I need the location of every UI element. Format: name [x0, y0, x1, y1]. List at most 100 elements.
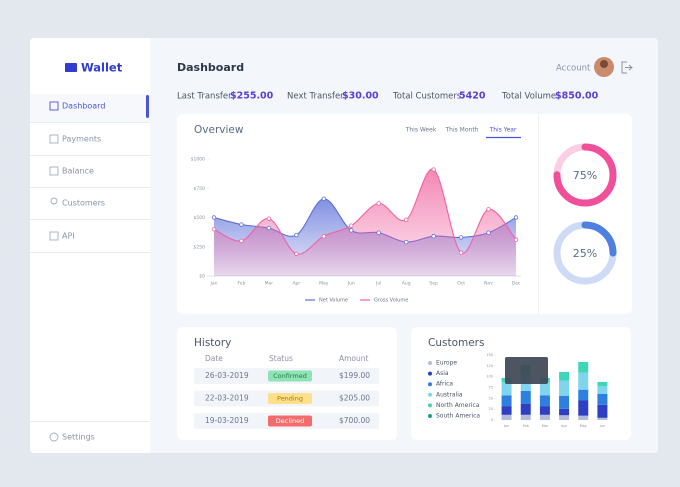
x-tick-label: Mar — [542, 424, 549, 428]
legend-dot — [428, 414, 432, 418]
bar-segment — [539, 414, 550, 420]
x-tick-label: Jun — [599, 424, 605, 428]
x-tick-label: Apr — [292, 281, 300, 287]
nav-item[interactable]: API — [62, 232, 75, 241]
legend-dot — [428, 403, 432, 408]
x-tick-label: Jan — [210, 281, 218, 287]
column-header: Status — [269, 354, 293, 363]
data-point — [376, 230, 381, 235]
stat-value: 5420 — [459, 91, 486, 102]
x-tick-label: May — [319, 281, 329, 287]
data-point — [403, 239, 409, 245]
x-tick-label: Jun — [347, 281, 355, 287]
x-tick-label: Apr — [561, 424, 568, 428]
y-tick-label: 50 — [489, 396, 493, 400]
period-tab[interactable]: This Month — [445, 127, 479, 134]
stat-value: $850.00 — [555, 91, 599, 102]
nav-item[interactable]: Settings — [62, 433, 95, 442]
x-tick-label: Jul — [375, 281, 381, 287]
x-tick-label: Feb — [237, 281, 245, 287]
bar-segment — [597, 386, 608, 394]
page-title: Dashboard — [177, 61, 244, 74]
stat-value: $255.00 — [230, 91, 274, 102]
nav-item[interactable]: Customers — [62, 199, 105, 208]
period-tab[interactable]: This Week — [405, 127, 437, 134]
cell-status: Declined — [276, 417, 304, 425]
donut-label: 75% — [573, 169, 597, 182]
nav-item[interactable]: Balance — [62, 167, 94, 176]
stat-label: Next Transfer — [287, 92, 344, 102]
bar-segment — [597, 404, 608, 418]
bar-segment — [559, 408, 570, 416]
period-tab[interactable]: This Year — [489, 127, 517, 134]
data-point — [349, 228, 354, 233]
card-title: Overview — [194, 124, 244, 136]
data-point — [431, 234, 436, 239]
bar-segment — [520, 403, 531, 415]
data-point — [403, 217, 409, 223]
bar-segment — [539, 395, 550, 407]
bar-segment — [520, 414, 531, 420]
cell-status: Pending — [277, 395, 303, 403]
cell-amount: $700.00 — [339, 416, 370, 425]
bar-segment — [520, 390, 531, 404]
legend-dot — [428, 371, 432, 376]
data-point — [321, 196, 327, 201]
bar-segment — [501, 406, 512, 415]
nav-separators — [30, 122, 150, 422]
y-tick-label: 25 — [489, 407, 493, 411]
bar-segment — [559, 415, 570, 420]
bar-segment — [578, 415, 589, 420]
data-point — [239, 222, 244, 227]
x-tick-label: Feb — [523, 424, 530, 428]
y-tick-label: $750 — [194, 186, 206, 192]
cell-status: Confirmed — [273, 372, 307, 380]
data-point — [513, 215, 519, 220]
legend-label: Europe — [436, 360, 457, 367]
legend-dot — [428, 361, 432, 365]
y-tick-label: 150 — [486, 353, 493, 357]
data-point — [211, 226, 217, 232]
y-tick-label: $0 — [199, 274, 205, 280]
x-tick-label: Nov — [484, 281, 493, 287]
x-tick-label: Aug — [402, 281, 411, 287]
x-tick-label: Oct — [457, 281, 465, 287]
bar-segment — [578, 400, 589, 416]
bar-segment — [597, 381, 608, 387]
data-point — [349, 223, 354, 228]
active-indicator — [146, 95, 149, 118]
series-area — [214, 169, 516, 276]
status-badge — [268, 393, 312, 404]
data-point — [266, 216, 272, 221]
cell-amount: $199.00 — [339, 371, 370, 380]
nav-item[interactable]: Payments — [62, 135, 101, 144]
legend-dot — [428, 382, 432, 387]
nav-item[interactable]: Dashboard — [62, 102, 105, 111]
card-title: History — [194, 337, 231, 349]
cell-amount: $205.00 — [339, 394, 370, 403]
data-point — [239, 238, 244, 244]
cell-date: 19-03-2019 — [205, 416, 249, 425]
data-point — [294, 232, 299, 238]
card-title: Customers — [428, 337, 484, 349]
data-point — [458, 250, 464, 255]
logout-icon[interactable] — [621, 61, 633, 74]
bar-segment — [559, 395, 570, 409]
bar-segment — [501, 382, 512, 396]
cell-date: 26-03-2019 — [205, 371, 249, 380]
data-point — [376, 201, 381, 206]
x-tick-label: Jan — [503, 424, 509, 428]
y-tick-label: $500 — [194, 215, 206, 221]
legend-label: South America — [436, 413, 480, 420]
y-tick-label: $1000 — [191, 157, 205, 163]
logo-icon — [65, 63, 77, 72]
donut-arc — [553, 221, 617, 285]
legend-label: Australia — [436, 391, 463, 398]
data-point — [321, 234, 327, 239]
y-tick-label: $250 — [194, 244, 206, 250]
cell-date: 22-03-2019 — [205, 394, 249, 403]
avatar-face — [600, 60, 608, 68]
stat-label: Last Transfer — [177, 92, 232, 102]
bar-segment — [559, 380, 570, 396]
stat-label: Total Volume — [501, 92, 556, 102]
